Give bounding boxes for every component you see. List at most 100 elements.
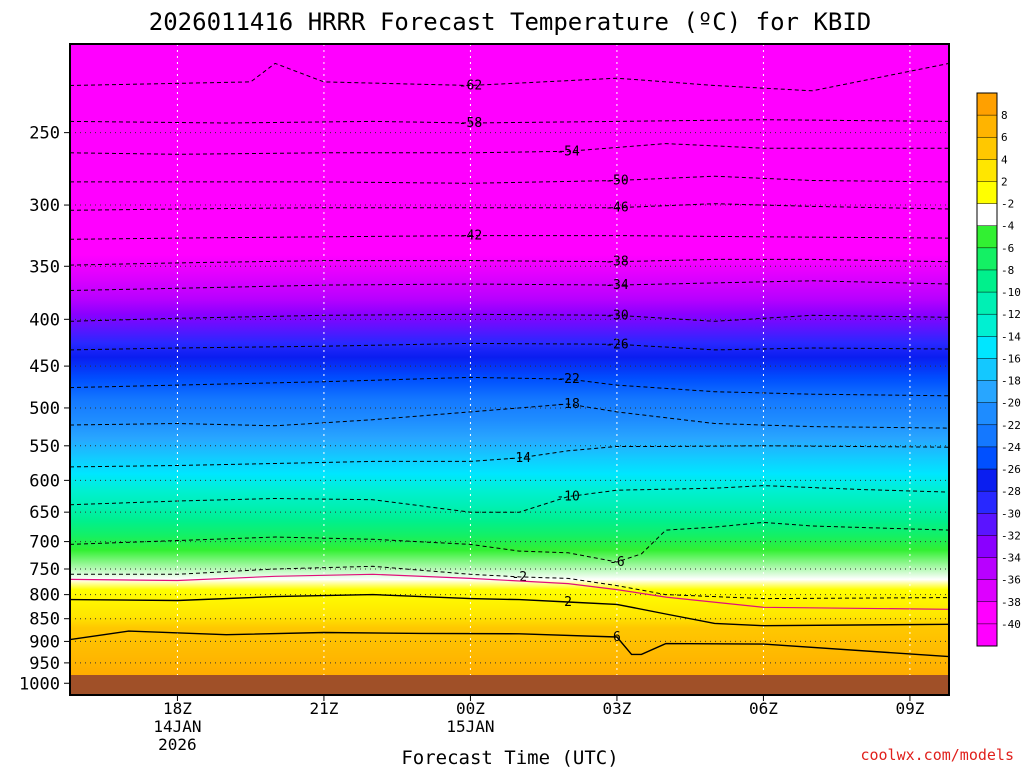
colorbar-swatch [977,402,997,426]
colorbar-swatch [977,601,997,625]
colorbar-swatch [977,225,997,249]
colorbar-label: -32 [1001,529,1021,542]
credit-link[interactable]: coolwx.com/models [860,746,1014,764]
colorbar-label: 6 [1001,131,1008,144]
contour-label: -42 [459,229,482,244]
contour-line [70,143,949,155]
colorbar-label: -12 [1001,308,1021,321]
x-tick-label: 09Z [895,699,924,718]
contour-label: -22 [556,372,579,387]
colorbar-swatch [977,623,997,647]
x-tick-label: 21Z [309,699,338,718]
colorbar-frame [976,92,998,647]
colorbar-swatch [977,247,997,271]
colorbar-label: -24 [1001,441,1021,454]
contour-line [70,119,949,124]
y-tick-label: 900 [29,632,60,652]
colorbar-label: 2 [1001,175,1008,188]
contour-label: -2 [511,570,527,585]
colorbar-swatch [977,380,997,404]
colorbar-swatch [977,93,997,116]
colorbar-label: -22 [1001,419,1021,432]
y-tick-label: 500 [29,399,60,419]
x-axis-label: Forecast Time (UTC) [401,747,618,768]
contour-line [70,593,949,627]
colorbar-swatch [977,159,997,182]
contour-line [70,630,949,658]
colorbar-swatch [977,115,997,138]
colorbar-label: -30 [1001,507,1021,520]
contour-line [70,403,949,429]
contour-line [70,565,949,600]
colorbar-swatch [977,269,997,293]
colorbar-swatch [977,358,997,382]
colorbar-label: -14 [1001,330,1021,343]
contour-label: -18 [556,397,579,412]
x-tick-label: 18Z [163,699,192,718]
contour-label: -50 [605,173,628,188]
contour-lines: -62-58-54-50-46-42-38-34-30-26-22-18-14-… [70,62,949,658]
colorbar-label: -26 [1001,463,1021,476]
x-tick-label: 00Z [456,699,485,718]
contour-label: 2 [564,595,572,610]
contour-line [70,445,949,468]
contour-label: -54 [556,144,580,159]
y-tick-label: 650 [29,503,60,523]
y-axis-ticks: 2503003504004505005506006507007508008509… [19,124,70,694]
y-tick-label: 450 [29,357,60,377]
y-tick-label: 400 [29,310,60,330]
x-tick-label: 2026 [158,735,197,754]
y-tick-label: 550 [29,437,60,457]
y-tick-label: 600 [29,471,60,491]
contour-label: -38 [605,255,628,270]
contour-label: -30 [605,308,628,323]
colorbar-label: -18 [1001,375,1021,388]
contour-label: -46 [605,201,628,216]
contour-label: -14 [508,451,532,466]
colorbar-swatch [977,336,997,359]
colorbar-label: -38 [1001,596,1021,609]
colorbar-label: 8 [1001,109,1008,122]
colorbar-swatch [977,314,997,337]
colorbar-label: -8 [1001,264,1014,277]
colorbar-swatch [977,446,997,470]
y-tick-label: 700 [29,533,60,553]
contour-label: -58 [459,116,482,131]
colorbar-swatch [977,557,997,581]
colorbar-label: -28 [1001,485,1021,498]
temperature-field [70,44,949,695]
colorbar-label: -16 [1001,352,1021,365]
contour-label: 6 [613,630,621,645]
colorbar-label: 4 [1001,153,1008,166]
colorbar-label: -6 [1001,242,1014,255]
plot-area: -62-58-54-50-46-42-38-34-30-26-22-18-14-… [70,44,949,695]
contour-label: -10 [556,490,579,505]
colorbar-swatch [977,137,997,160]
contour-label: -62 [459,78,482,93]
colorbar: 8 6 4 2 -2 -4 -6 -8 -10 -12 -14 -16 -18 -20 -22 -24 -26 -… [976,92,1021,647]
y-tick-label: 850 [29,610,60,630]
x-tick-label: 03Z [602,699,631,718]
x-tick-label: 06Z [749,699,778,718]
y-tick-label: 250 [29,124,60,144]
colorbar-swatch [977,579,997,603]
y-tick-label: 1000 [19,674,60,694]
contour-line [70,235,949,240]
contour-line [70,376,949,397]
colorbar-swatch [977,491,997,514]
colorbar-swatch [977,469,997,492]
plot-frame [69,43,950,696]
colorbar-swatch [977,181,997,205]
y-tick-label: 350 [29,257,60,277]
colorbar-label: -2 [1001,198,1014,211]
x-tick-label: 14JAN [153,717,201,736]
y-tick-label: 950 [29,654,60,674]
y-tick-label: 750 [29,560,60,580]
colorbar-label: -4 [1001,220,1015,233]
colorbar-label: -10 [1001,286,1021,299]
y-tick-label: 800 [29,586,60,606]
colorbar-swatch [977,203,997,227]
colorbar-label: -20 [1001,397,1021,410]
